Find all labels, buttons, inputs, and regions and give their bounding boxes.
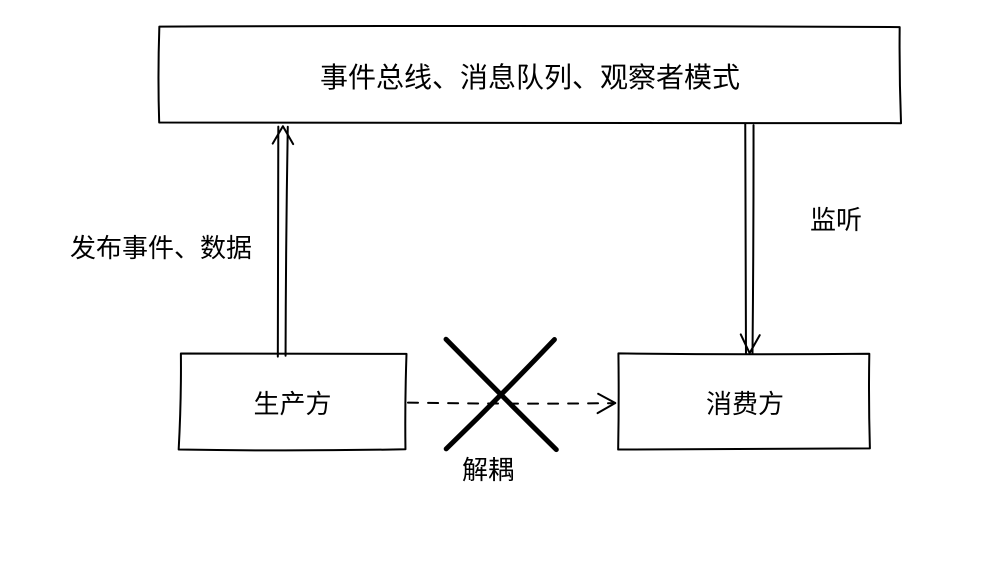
- node-producer-label: 生产方: [253, 384, 331, 421]
- node-consumer: 消费方: [620, 355, 870, 450]
- edge-label-decouple: 解耦: [462, 450, 514, 487]
- node-producer: 生产方: [180, 355, 405, 450]
- node-consumer-label: 消费方: [706, 384, 784, 421]
- diagram-stage: 事件总线、消息队列、观察者模式 生产方 消费方 发布事件、数据 监听 解耦: [0, 0, 996, 570]
- node-event-bus-label: 事件总线、消息队列、观察者模式: [320, 56, 740, 96]
- node-event-bus: 事件总线、消息队列、观察者模式: [160, 28, 900, 123]
- edge-label-listen: 监听: [810, 200, 862, 237]
- edge-label-publish: 发布事件、数据: [70, 228, 252, 265]
